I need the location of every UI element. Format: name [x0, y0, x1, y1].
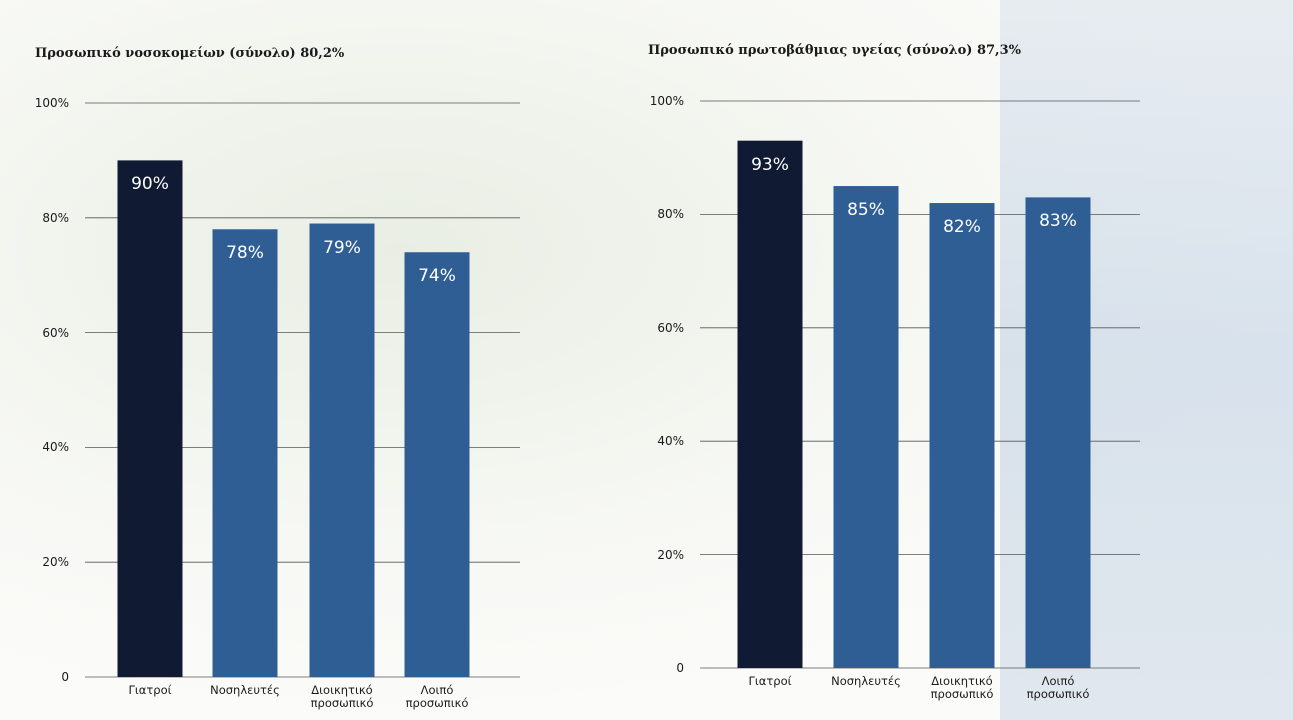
value-label: 85% [847, 200, 885, 221]
bar [1025, 197, 1091, 668]
value-label: 79% [323, 237, 361, 258]
y-tick-label: 80% [42, 210, 69, 225]
y-tick-label: 20% [42, 555, 69, 570]
chart-title: Προσωπικό πρωτοβάθμιας υγείας (σύνολο) 8… [648, 43, 1021, 58]
y-tick-label: 40% [657, 434, 684, 449]
y-tick-label: 60% [657, 320, 684, 335]
y-tick-label: 60% [42, 325, 69, 340]
value-label: 82% [943, 217, 981, 238]
value-label: 90% [131, 174, 169, 195]
bar [212, 229, 278, 677]
chart-title: Προσωπικό νοσοκομείων (σύνολο) 80,2% [35, 46, 345, 61]
y-tick-label: 40% [42, 440, 69, 455]
bar [117, 160, 183, 677]
bar [404, 252, 470, 678]
bar [929, 203, 995, 668]
y-tick-label: 100% [34, 96, 69, 110]
y-tick-label: 20% [657, 547, 684, 562]
x-tick-label: Λοιπό προσωπικό [405, 683, 469, 710]
bar [737, 140, 803, 668]
x-tick-label: Λοιπό προσωπικό [1026, 674, 1090, 701]
x-tick-label: Γιατροί [748, 674, 792, 688]
x-tick-label: Νοσηλευτές [831, 674, 901, 688]
value-label: 74% [418, 266, 456, 287]
value-label: 93% [751, 154, 789, 175]
x-tick-label: Γιατροί [128, 683, 172, 697]
x-tick-label: Διοικητικό προσωπικό [310, 683, 374, 710]
value-label: 83% [1039, 211, 1077, 232]
y-tick-label: 80% [657, 207, 684, 222]
y-tick-label: 0 [676, 661, 684, 675]
bar [833, 186, 899, 669]
bar [309, 223, 375, 678]
y-tick-label: 0 [61, 670, 69, 684]
x-tick-label: Διοικητικό προσωπικό [930, 674, 994, 701]
y-tick-label: 100% [649, 94, 684, 108]
x-tick-label: Νοσηλευτές [210, 683, 280, 697]
value-label: 78% [226, 243, 264, 264]
